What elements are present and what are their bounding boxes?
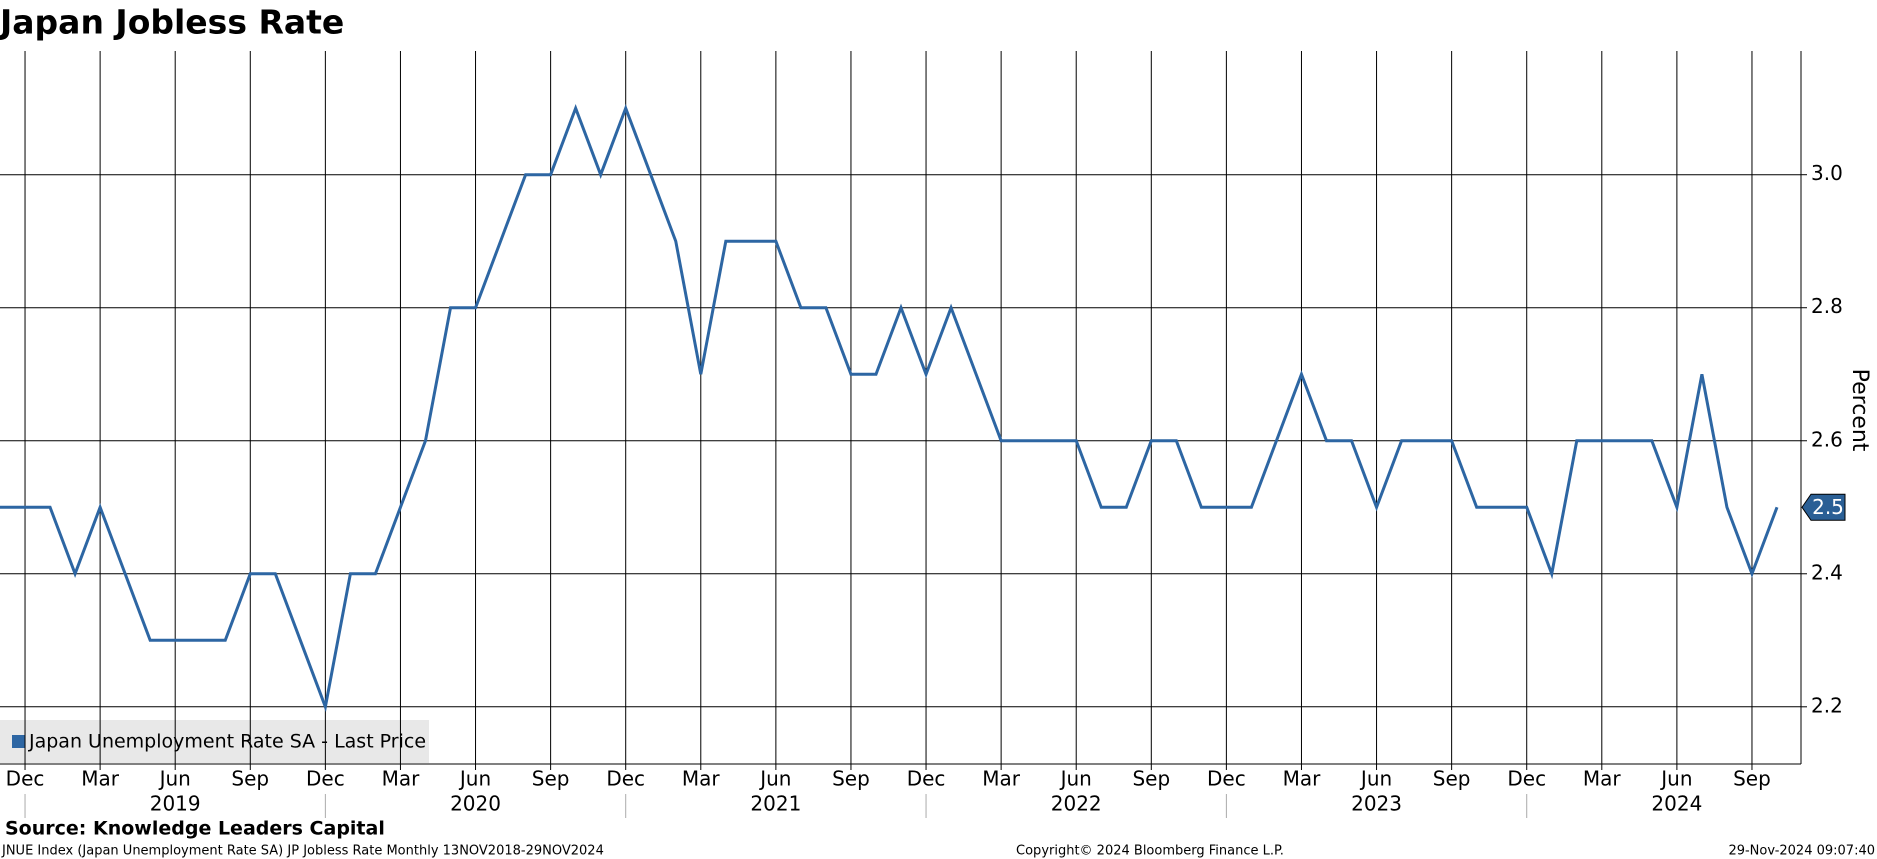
chart-title: Japan Jobless Rate bbox=[0, 3, 344, 42]
year-label: 2022 bbox=[1051, 792, 1102, 816]
legend-swatch bbox=[12, 735, 25, 748]
x-tick-label: Mar bbox=[81, 767, 120, 791]
y-tick-label: 3.0 bbox=[1811, 161, 1843, 185]
legend-label: Japan Unemployment Rate SA - Last Price bbox=[28, 731, 426, 753]
y-tick-label: 2.2 bbox=[1811, 693, 1843, 717]
x-tick-label: Mar bbox=[1583, 767, 1622, 791]
x-tick-label: Sep bbox=[832, 767, 870, 791]
source: Source: Knowledge Leaders Capital bbox=[5, 818, 385, 840]
data-line bbox=[0, 103, 1779, 713]
x-tick-label: Jun bbox=[1359, 767, 1392, 791]
x-tick-label: Jun bbox=[158, 767, 191, 791]
year-label: 2019 bbox=[150, 792, 201, 816]
x-tick-label: Dec bbox=[1207, 767, 1246, 791]
x-tick-label: Dec bbox=[1507, 767, 1546, 791]
footer-right: 29-Nov-2024 09:07:40 bbox=[1728, 844, 1875, 859]
y-axis-label: Percent bbox=[1847, 369, 1872, 452]
x-tick-label: Mar bbox=[682, 767, 721, 791]
year-label: 2023 bbox=[1351, 792, 1402, 816]
x-tick-label: Sep bbox=[532, 767, 570, 791]
x-tick-label: Sep bbox=[1733, 767, 1771, 791]
y-tick-label: 2.8 bbox=[1811, 294, 1843, 318]
x-tick-label: Jun bbox=[1659, 767, 1692, 791]
x-tick-label: Sep bbox=[1132, 767, 1170, 791]
x-tick-label: Dec bbox=[6, 767, 45, 791]
x-tick-label: Jun bbox=[458, 767, 491, 791]
footer-center: Copyright© 2024 Bloomberg Finance L.P. bbox=[1016, 844, 1284, 859]
x-tick-label: Mar bbox=[382, 767, 421, 791]
x-tick-label: Dec bbox=[306, 767, 345, 791]
year-label: 2020 bbox=[450, 792, 501, 816]
year-label: 2021 bbox=[750, 792, 801, 816]
legend bbox=[0, 720, 429, 763]
last-value-tag bbox=[1801, 493, 1846, 521]
x-tick-label: Jun bbox=[758, 767, 791, 791]
y-tick-label: 2.4 bbox=[1811, 560, 1843, 584]
x-tick-label: Sep bbox=[1433, 767, 1471, 791]
x-tick-label: Dec bbox=[907, 767, 946, 791]
x-tick-label: Sep bbox=[231, 767, 269, 791]
y-tick-label: 2.6 bbox=[1811, 427, 1843, 451]
x-tick-label: Jun bbox=[1059, 767, 1092, 791]
year-label: 2024 bbox=[1651, 792, 1702, 816]
x-tick-label: Dec bbox=[606, 767, 645, 791]
x-tick-label: Mar bbox=[1283, 767, 1322, 791]
x-tick-label: Mar bbox=[982, 767, 1021, 791]
last-value-label: 2.5 bbox=[1812, 495, 1844, 519]
footer-left: JNUE Index (Japan Unemployment Rate SA) … bbox=[1, 844, 604, 859]
